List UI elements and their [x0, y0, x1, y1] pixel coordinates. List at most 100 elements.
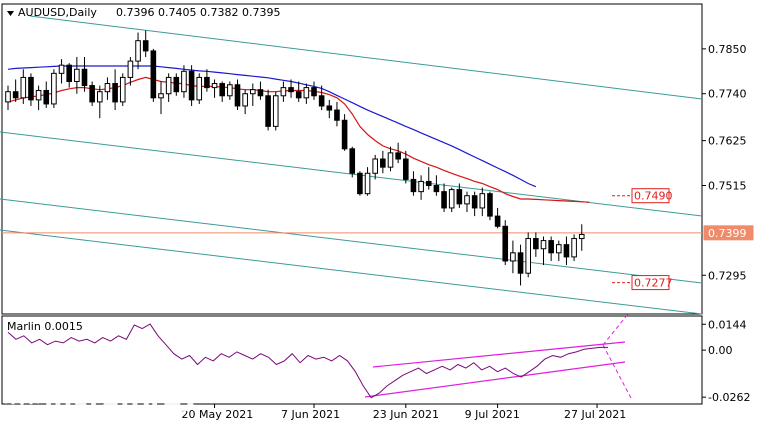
candle-bear — [487, 193, 493, 217]
candle-bull — [540, 240, 547, 250]
candle-bear — [12, 91, 19, 99]
x-tick-label: 9 Jul 2021 — [465, 408, 520, 421]
candle-bear — [471, 195, 478, 209]
x-tick-label: 7 Jun 2021 — [281, 408, 340, 421]
candle-bull — [158, 93, 164, 99]
candle-bear — [318, 95, 325, 107]
candle-bear — [265, 95, 271, 127]
candle-bull — [556, 244, 562, 254]
marlin-panel — [1, 315, 703, 405]
instaforex-logo-icon — [4, 384, 40, 420]
watermark-tagline: Instant Forex Trading — [45, 414, 161, 427]
target-level-label: 0.7277 — [634, 277, 673, 290]
x-tick-label: 23 Jun 2021 — [373, 408, 439, 421]
level-labels: 0.7490 0.7399 0.7277 — [631, 188, 754, 291]
candle-bear — [380, 158, 386, 168]
marlin-label: Marlin 0.0015 — [7, 320, 83, 333]
candle-bull — [104, 83, 111, 93]
candle-bull — [58, 64, 65, 74]
candle-bull — [242, 93, 248, 107]
tick-label: 0.7515 — [708, 180, 747, 193]
candle-bull — [20, 76, 27, 99]
candle-bear — [456, 189, 463, 205]
target-level-label: 0.7490 — [634, 190, 673, 203]
candle-bull — [97, 91, 103, 103]
marlin-tick-label: 0.0144 — [708, 318, 747, 331]
candle-bull — [74, 68, 80, 83]
channel-line-bottom — [0, 229, 703, 315]
current-price-label: 0.7399 — [708, 227, 747, 240]
candle-bull — [479, 193, 486, 209]
marlin-tick-label: 0.00 — [708, 344, 733, 357]
candle-bear — [89, 85, 95, 103]
candle-bull — [303, 87, 310, 99]
candle-bear — [425, 180, 432, 187]
marlin-channel-lower — [364, 361, 626, 398]
candle-bear — [410, 178, 417, 193]
marlin-forecast-down — [602, 344, 633, 401]
candle-bear — [441, 191, 447, 209]
instaforex-watermark: instaforex Instant Forex Trading — [4, 384, 199, 427]
ma-slow-line — [7, 65, 537, 188]
channel-line-top — [29, 15, 703, 100]
candle-bear — [563, 244, 570, 258]
candle-bear — [150, 50, 157, 99]
target-level-badge — [631, 275, 670, 291]
symbol-label: AUDUSD,Daily — [18, 6, 97, 19]
marlin-axis-ticks: 0.0144 0.00 -0.0262 — [702, 318, 750, 404]
candle-bear — [112, 83, 118, 103]
candle-bear — [548, 240, 554, 254]
candle-bull — [464, 195, 470, 205]
candle-bear — [295, 91, 302, 99]
candle-bull — [510, 252, 516, 262]
dropdown-triangle-icon[interactable] — [7, 11, 14, 16]
candle-bear — [66, 64, 73, 83]
candle-bull — [181, 70, 187, 93]
candle-bear — [288, 87, 294, 93]
candle-bull — [448, 189, 455, 209]
candle-bull — [51, 72, 57, 105]
marlin-oscillator — [7, 323, 608, 399]
candle-bear — [433, 185, 440, 193]
candle-bear — [81, 68, 88, 87]
marlin-tick-label: -0.0262 — [708, 391, 750, 404]
candle-bull — [280, 87, 287, 97]
current-price-badge — [703, 225, 754, 241]
candle-bull — [578, 233, 585, 240]
ohlc-values: 0.7396 0.7405 0.7382 0.7395 — [116, 6, 280, 19]
watermark-brand: instaforex — [44, 387, 199, 418]
x-tick-label: 27 Jul 2021 — [564, 408, 626, 421]
candle-bear — [533, 238, 539, 250]
candle-bull — [227, 84, 233, 97]
candle-bull — [272, 95, 279, 127]
candle-bear — [357, 172, 363, 195]
marlin-channel-upper — [372, 341, 626, 368]
candle-bear — [311, 87, 317, 97]
candle-bull — [5, 91, 11, 103]
main-axis-ticks: 0.7850 0.7740 0.7625 0.7515 0.7295 — [702, 43, 747, 282]
candle-bull — [211, 83, 218, 89]
channel-line-lower — [0, 198, 703, 284]
candle-bear — [219, 83, 225, 97]
candle-bull — [571, 238, 577, 258]
tick-label: 0.7295 — [708, 269, 747, 282]
marlin-line — [7, 323, 608, 399]
candle-bull — [372, 158, 378, 174]
candle-bull — [119, 76, 126, 103]
candle-bear — [257, 89, 264, 97]
candle-bear — [326, 105, 333, 111]
candle-bull — [387, 152, 394, 168]
candle-bear — [173, 76, 180, 93]
tick-label: 0.7850 — [708, 43, 747, 56]
candle-bear — [142, 40, 149, 52]
candle-bear — [188, 70, 195, 101]
candle-bull — [525, 238, 532, 274]
candle-bear — [403, 158, 409, 180]
level-lines — [2, 195, 702, 284]
candle-bull — [35, 89, 42, 101]
trend-channel-lines — [0, 15, 703, 315]
candle-bull — [196, 76, 203, 101]
candle-bear — [334, 109, 340, 121]
